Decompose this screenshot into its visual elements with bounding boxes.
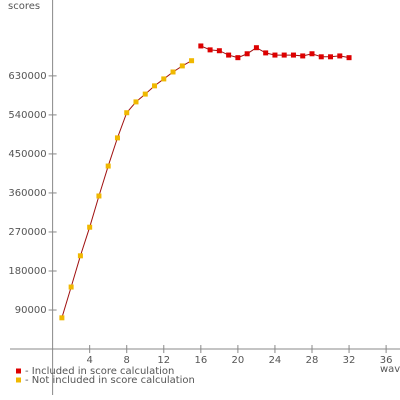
x-tick-label: 32	[343, 355, 356, 366]
data-point	[77, 253, 83, 259]
data-point	[226, 52, 232, 58]
data-point	[124, 110, 130, 116]
data-point	[152, 83, 158, 89]
data-point	[207, 47, 213, 53]
data-point	[263, 50, 269, 56]
x-tick-label: 12	[157, 355, 170, 366]
y-tick-label: 270000	[8, 227, 46, 238]
data-point	[244, 51, 250, 57]
data-point	[337, 53, 343, 59]
x-tick-label: 20	[232, 355, 245, 366]
data-point	[105, 163, 111, 169]
y-tick-label: 540000	[8, 110, 46, 121]
data-point	[114, 135, 120, 141]
x-tick-label: 8	[124, 355, 130, 366]
data-point	[318, 54, 324, 60]
data-point	[59, 315, 65, 321]
data-point	[68, 284, 74, 290]
data-point	[216, 48, 222, 54]
y-tick-label: 180000	[8, 266, 46, 277]
data-point	[189, 58, 195, 64]
data-point	[309, 51, 315, 57]
data-point	[170, 69, 176, 75]
data-point	[87, 224, 93, 230]
x-tick-label: 36	[380, 355, 393, 366]
y-tick-label: 360000	[8, 188, 46, 199]
data-point	[346, 55, 352, 61]
x-axis-label: wave	[380, 364, 400, 375]
data-point	[235, 55, 241, 61]
series-line	[61, 60, 192, 318]
legend-swatch	[16, 368, 21, 374]
x-tick-label: 24	[269, 355, 282, 366]
data-point	[161, 76, 167, 82]
y-tick-label: 90000	[15, 305, 47, 316]
x-tick-label: 4	[86, 355, 92, 366]
data-point	[179, 63, 185, 69]
data-point	[198, 43, 204, 49]
legend-label: - Included in score calculation	[25, 366, 174, 377]
data-point	[272, 52, 278, 58]
data-point	[142, 91, 148, 97]
x-tick-label: 16	[194, 355, 207, 366]
data-point	[300, 53, 306, 59]
legend-swatch	[16, 377, 21, 383]
y-axis-label: scores	[8, 1, 40, 12]
y-tick-label: 630000	[8, 71, 46, 82]
data-point	[96, 193, 102, 199]
data-point	[281, 52, 287, 58]
y-tick-label: 450000	[8, 149, 46, 160]
x-tick-label: 28	[306, 355, 319, 366]
data-point	[133, 99, 139, 105]
data-point	[290, 52, 296, 58]
legend-label: - Not included in score calculation	[25, 375, 195, 386]
data-point	[253, 45, 259, 51]
data-point	[328, 54, 334, 60]
